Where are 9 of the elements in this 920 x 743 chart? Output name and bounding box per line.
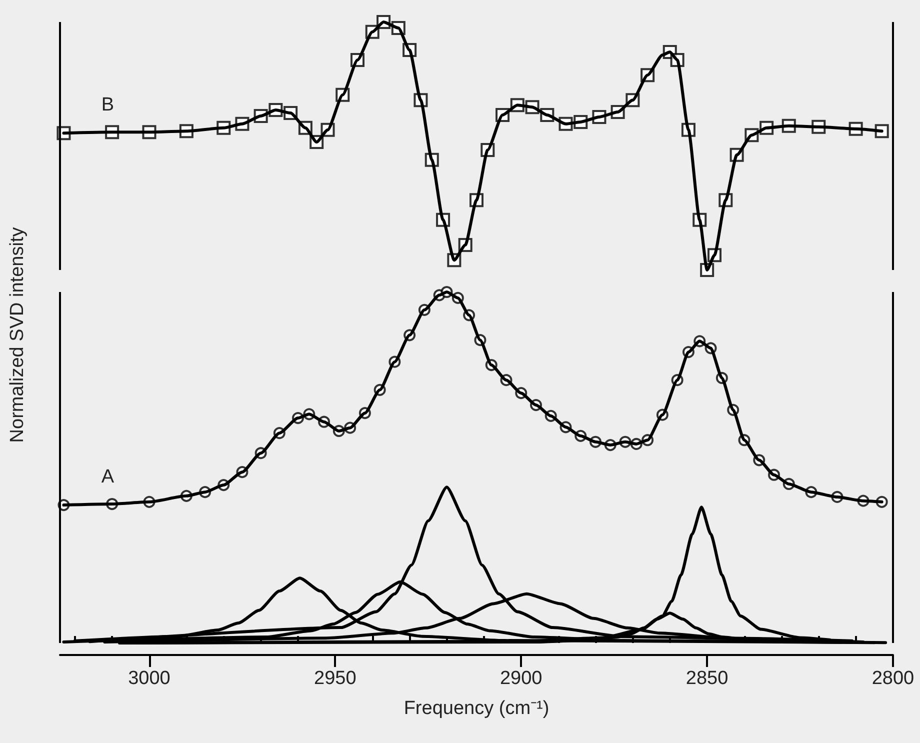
x-axis-title: Frequency (cm⁻¹) — [404, 698, 550, 719]
x-tick-label: 2800 — [872, 668, 914, 689]
annotation: A — [101, 466, 114, 488]
x-tick-label: 2950 — [314, 668, 356, 689]
annotation: B — [101, 94, 114, 116]
x-tick-label: 2900 — [500, 668, 542, 689]
y-axis-title: Normalized SVD intensity — [7, 227, 29, 443]
x-tick-label: 2850 — [686, 668, 728, 689]
x-tick-label: 3000 — [128, 668, 170, 689]
